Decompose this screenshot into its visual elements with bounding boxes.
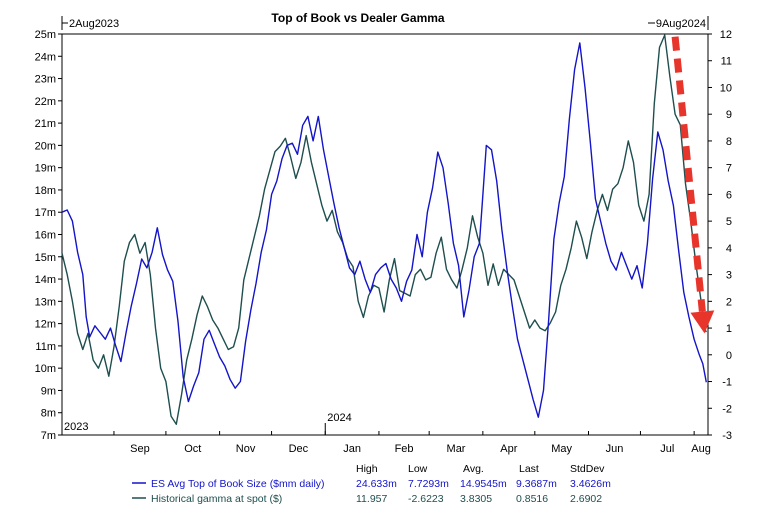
stats-header-low: Low (408, 463, 428, 475)
left-tick-label: 21m (35, 118, 56, 130)
chart-title: Top of Book vs Dealer Gamma (271, 11, 444, 25)
stats-header-last: Last (519, 463, 539, 475)
range-end-marker: 9Aug2024 (648, 16, 709, 30)
x-month-label: Jul (660, 443, 674, 455)
left-tick-label: 17m (35, 207, 56, 219)
left-tick-label: 19m (35, 163, 56, 175)
right-tick-label: -1 (722, 377, 732, 389)
left-tick-label: 16m (35, 230, 56, 242)
stat-gamma-stddev: 2.6902 (570, 493, 602, 505)
left-tick-label: 10m (35, 363, 56, 375)
left-y-axis: 7m 8m 9m 10m 11m 12m 13m 14m 15m 16m 17m 18m 19m 20m 2… (35, 29, 62, 442)
x-month-label: Mar (447, 443, 466, 455)
left-tick-label: 12m (35, 319, 56, 331)
range-start-label: 2Aug2023 (69, 18, 119, 30)
x-month-label: Jan (343, 443, 361, 455)
x-month-label: Dec (289, 443, 309, 455)
x-year-label: 2023 (64, 421, 88, 433)
x-month-label: Aug (691, 443, 711, 455)
left-tick-label: 9m (41, 385, 56, 397)
stats-header-avg: Avg. (463, 463, 484, 475)
right-tick-label: 7 (726, 163, 732, 175)
annotation-arrow-head (690, 310, 715, 334)
x-month-label: May (551, 443, 572, 455)
series-layer (61, 34, 707, 425)
x-month-label: Sep (130, 443, 150, 455)
right-tick-label: -2 (722, 403, 732, 415)
x-month-label: Nov (236, 443, 256, 455)
right-tick-label: 3 (726, 270, 732, 282)
annotation-arrow (671, 36, 715, 334)
left-tick-label: 20m (35, 140, 56, 152)
right-tick-label: 1 (726, 323, 732, 335)
left-tick-label: 7m (41, 430, 56, 442)
stat-top-of-book-low: 7.7293m (408, 478, 449, 490)
stat-gamma-high: 11.957 (356, 493, 387, 505)
right-tick-label: 0 (726, 350, 732, 362)
annotation-arrow-shaft (671, 36, 706, 312)
x-month-label: Oct (184, 443, 201, 455)
left-tick-label: 13m (35, 296, 56, 308)
right-tick-label: 9 (726, 109, 732, 121)
left-tick-label: 23m (35, 74, 56, 86)
left-tick-label: 15m (35, 252, 56, 264)
left-tick-label: 11m (35, 341, 56, 353)
right-tick-label: 8 (726, 136, 732, 148)
x-month-label: Apr (500, 443, 517, 455)
legend-stats-table: High Low Avg. Last StdDev ES Avg Top of … (132, 463, 611, 505)
right-tick-label: -3 (722, 430, 732, 442)
range-start-marker: 2Aug2023 (61, 16, 119, 30)
stat-gamma-avg: 3.8305 (460, 493, 492, 505)
stats-header-stddev: StdDev (570, 463, 605, 475)
right-tick-label: 11 (721, 56, 732, 68)
left-tick-label: 18m (35, 185, 56, 197)
x-year-label: 2024 (327, 412, 351, 424)
left-tick-label: 8m (41, 408, 56, 420)
left-tick-label: 24m (35, 51, 56, 63)
right-tick-label: 5 (726, 216, 732, 228)
stat-top-of-book-stddev: 3.4626m (570, 478, 611, 490)
right-tick-label: 6 (726, 189, 732, 201)
right-tick-label: 10 (720, 82, 732, 94)
left-tick-label: 14m (35, 274, 56, 286)
legend-label-top-of-book: ES Avg Top of Book Size ($mm daily) (151, 478, 325, 490)
right-tick-label: 12 (720, 29, 732, 41)
x-month-label: Feb (395, 443, 414, 455)
series-line-top-of-book (61, 42, 707, 418)
range-end-label: 9Aug2024 (656, 18, 706, 30)
x-month-label: Jun (606, 443, 624, 455)
legend-label-gamma: Historical gamma at spot ($) (151, 493, 282, 505)
stat-gamma-last: 0.8516 (516, 493, 548, 505)
stat-top-of-book-avg: 14.9545m (460, 478, 507, 490)
stats-header-high: High (356, 463, 378, 475)
left-tick-label: 25m (35, 29, 56, 41)
x-axis: Sep Oct Nov Dec Jan Feb Mar Apr May Jun Jul Aug 2023… (64, 412, 711, 455)
stat-top-of-book-last: 9.3687m (516, 478, 557, 490)
right-tick-label: 2 (726, 296, 732, 308)
stat-gamma-low: -2.6223 (408, 493, 444, 505)
left-tick-label: 22m (35, 96, 56, 108)
right-tick-label: 4 (726, 243, 732, 255)
series-line-gamma (61, 34, 707, 425)
stat-top-of-book-high: 24.633m (356, 478, 397, 490)
